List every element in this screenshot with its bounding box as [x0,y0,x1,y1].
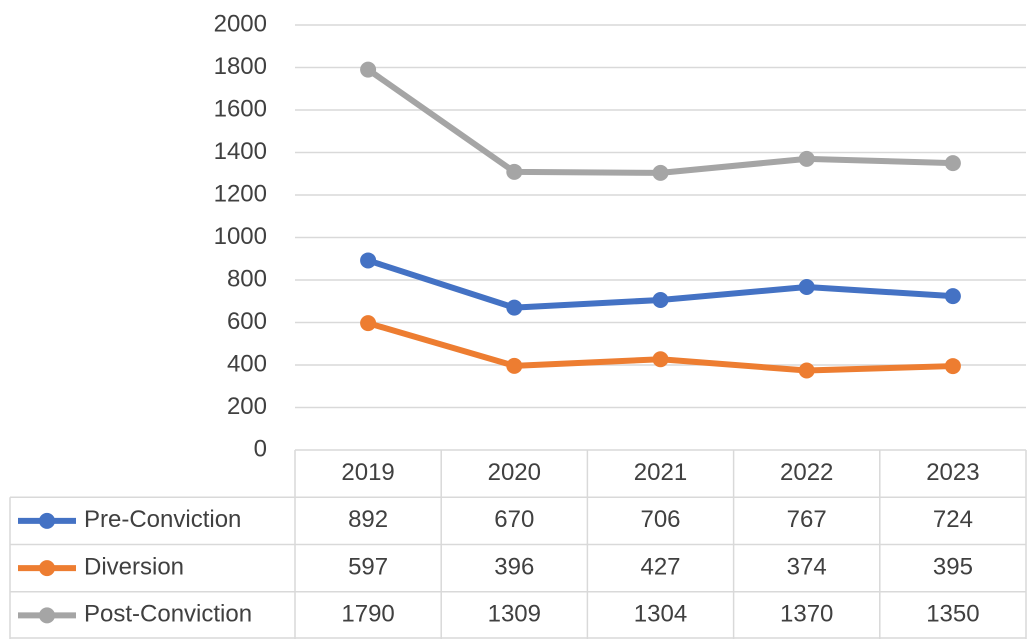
data-point [798,279,815,296]
data-point [652,351,669,368]
y-tick-label: 400 [227,350,267,377]
data-point [798,362,815,379]
y-tick-label: 600 [227,308,267,335]
data-point [652,291,669,308]
data-point [506,163,523,180]
data-point [506,357,523,374]
legend-label: Post-Conviction [84,601,252,628]
y-tick-label: 1200 [214,180,267,207]
y-tick-label: 0 [254,435,267,462]
data-point [360,315,377,332]
legend-marker [39,607,55,624]
y-tick-label: 800 [227,265,267,292]
y-tick-label: 1400 [214,138,267,165]
data-point [506,299,523,316]
data-point [944,358,961,375]
table-value: 706 [640,506,680,533]
y-tick-label: 1600 [214,95,267,122]
table-value: 597 [348,553,388,580]
table-value: 396 [494,553,534,580]
table-value: 395 [933,553,973,580]
table-value: 767 [787,506,827,533]
legend-marker [39,512,55,529]
table-value: 1370 [780,601,833,628]
table-value: 427 [640,553,680,580]
x-tick-label: 2021 [634,459,687,486]
y-tick-label: 1000 [214,223,267,250]
x-tick-label: 2022 [780,459,833,486]
data-point [360,61,377,78]
data-point [360,252,377,269]
table-value: 1790 [341,601,394,628]
table-value: 670 [494,506,534,533]
legend-label: Diversion [84,553,184,580]
x-tick-label: 2020 [488,459,541,486]
y-tick-label: 1800 [214,53,267,80]
legend-label: Pre-Conviction [84,506,241,533]
y-tick-label: 200 [227,393,267,420]
table-value: 1309 [488,601,541,628]
data-point [944,155,961,172]
table-value: 724 [933,506,973,533]
series-line [366,67,953,176]
x-tick-label: 2019 [341,459,394,486]
table-value: 892 [348,506,388,533]
table-value: 1350 [926,601,979,628]
table-value: 1304 [634,601,687,628]
data-point [944,288,961,305]
y-tick-label: 2000 [214,10,267,37]
data-point [798,150,815,167]
data-point [652,164,669,181]
x-tick-label: 2023 [926,459,979,486]
legend-marker [39,560,55,577]
table-value: 374 [787,553,827,580]
